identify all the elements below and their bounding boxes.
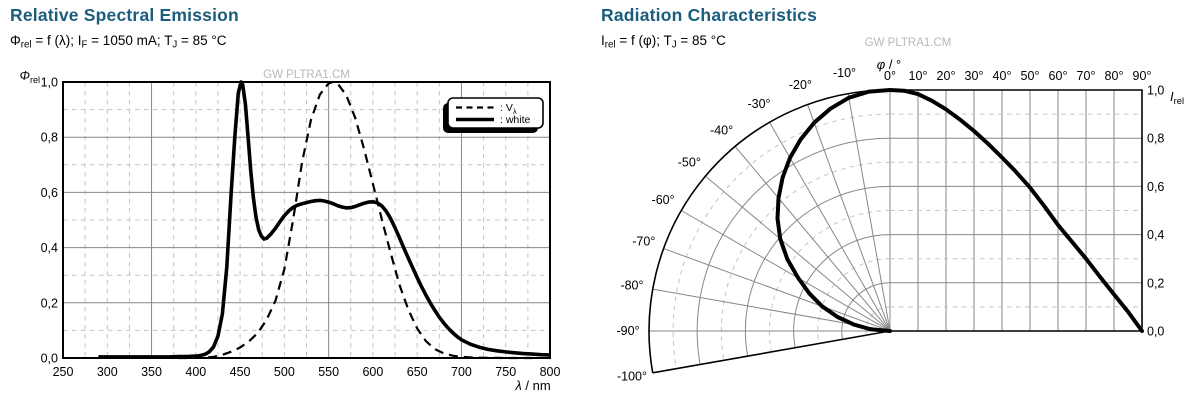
radiation-r-labels: 1,0 0,8 0,6 0,4 0,2 0,0 [1147, 84, 1164, 339]
spectral-x-tick-labels: 250 300 350 400 450 500 550 600 650 700 750 800 [53, 365, 561, 379]
phi-axis-label: φ / ° [877, 57, 902, 72]
angle-tick-label: 20° [937, 69, 956, 83]
x-tick-label: 550 [318, 365, 339, 379]
legend-entry-label: : white [500, 114, 531, 126]
x-tick-label: 700 [451, 365, 472, 379]
y-tick-label: 0,6 [41, 186, 58, 200]
y-tick-label: 0,4 [41, 241, 58, 255]
angle-tick-label: 0° [884, 69, 896, 83]
angle-tick-label: -100° [617, 369, 647, 383]
spectral-y-tick-labels: 0,0 0,2 0,4 0,6 0,8 1,0 [41, 76, 58, 366]
radiation-panel: Radiation Characteristics Irel = f (φ); … [601, 5, 817, 51]
angle-tick-label: -40° [710, 123, 733, 137]
intensity-tick-label: 0,8 [1147, 132, 1164, 146]
radiation-frame [648, 89, 1143, 374]
intensity-tick-label: 0,4 [1147, 228, 1164, 242]
x-tick-label: 650 [407, 365, 428, 379]
angle-tick-label: -80° [620, 279, 643, 293]
angle-tick-label: 60° [1049, 69, 1068, 83]
spectral-chart: GW PLTRA1.CM 250 300 350 400 450 500 550 600 650 7… [20, 69, 561, 393]
spectral-chart-conditions: Φrel = f (λ); IF = 1050 mA; TJ = 85 °C [10, 33, 227, 51]
x-tick-label: 600 [362, 365, 383, 379]
intensity-tick-label: 0,6 [1147, 180, 1164, 194]
spectral-y-axis-label: Φrel [20, 69, 40, 85]
intensity-tick-label: 0,0 [1147, 325, 1164, 339]
radiation-angle-labels: -100° -90° -80° -70° -60° -50° -40° -30° -20° -10… [616, 66, 1151, 384]
spectral-chart-title: Relative Spectral Emission [10, 5, 239, 25]
v-lambda-curve [178, 80, 533, 360]
x-tick-label: 300 [97, 365, 118, 379]
x-tick-label: 400 [185, 365, 206, 379]
white-spectrum-curve [98, 80, 551, 359]
angle-tick-label: -20° [789, 78, 812, 92]
y-tick-label: 0,8 [41, 131, 58, 145]
x-tick-label: 500 [274, 365, 295, 379]
x-tick-label: 250 [53, 365, 74, 379]
radiation-chart: GW PLTRA1.CM φ / ° -100° -90° -80° -70° -60° -5… [616, 37, 1184, 383]
angle-tick-label: -50° [678, 156, 701, 170]
angle-tick-label: 90° [1133, 69, 1152, 83]
spectral-legend: : Vλ: white [443, 97, 544, 133]
radiation-grid [649, 90, 1142, 369]
spectral-plot-frame [62, 81, 551, 359]
spectral-watermark: GW PLTRA1.CM [263, 69, 350, 81]
intensity-tick-label: 1,0 [1147, 84, 1164, 98]
angle-tick-label: -10° [833, 66, 856, 80]
intensity-tick-label: 0,2 [1147, 276, 1164, 290]
y-tick-label: 0,2 [41, 296, 58, 310]
y-tick-label: 1,0 [41, 76, 58, 90]
spectral-emission-panel: Relative Spectral Emission Φrel = f (λ);… [10, 5, 239, 51]
angle-tick-label: 50° [1021, 69, 1040, 83]
angle-tick-label: 30° [965, 69, 984, 83]
radiation-outer-arc [648, 89, 891, 373]
spectral-grid [63, 82, 550, 358]
angle-tick-label: 70° [1077, 69, 1096, 83]
radiation-chart-title: Radiation Characteristics [601, 5, 818, 25]
angle-tick-label: 80° [1105, 69, 1124, 83]
x-tick-label: 750 [495, 365, 516, 379]
radiation-chart-conditions: Irel = f (φ); TJ = 85 °C [601, 33, 726, 51]
angle-tick-label: -30° [747, 97, 770, 111]
x-tick-label: 350 [141, 365, 162, 379]
intensity-axis-label: Irel [1170, 89, 1184, 106]
angle-tick-label: 10° [909, 69, 928, 83]
y-tick-label: 0,0 [41, 352, 58, 366]
radiation-curve [775, 88, 1144, 333]
radiation-rect-frame [890, 89, 1143, 332]
legend-entry-label: : Vλ [500, 102, 517, 116]
angle-tick-label: 40° [993, 69, 1012, 83]
angle-tick-label: -70° [632, 234, 655, 248]
x-tick-label: 450 [230, 365, 251, 379]
angle-tick-label: -90° [616, 324, 639, 338]
radiation-watermark: GW PLTRA1.CM [865, 37, 952, 49]
spectral-x-axis-label: λ / nm [514, 378, 550, 393]
angle-tick-label: -60° [652, 193, 675, 207]
x-tick-label: 800 [540, 365, 561, 379]
